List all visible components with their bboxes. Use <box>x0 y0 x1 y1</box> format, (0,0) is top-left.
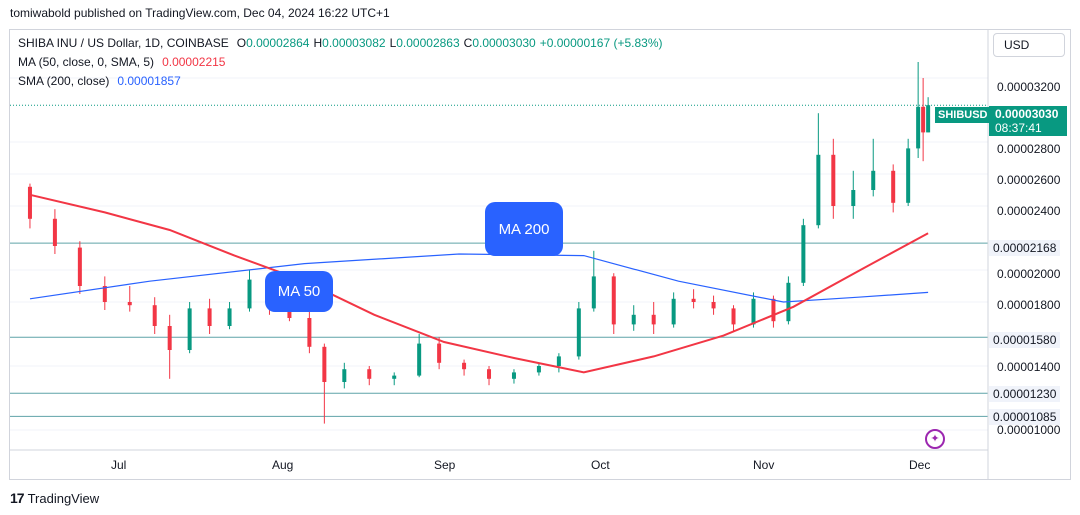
publisher-line: tomiwabold published on TradingView.com,… <box>10 6 390 20</box>
ma50-legend-label: MA (50, close, 0, SMA, 5) <box>18 55 155 69</box>
candle-body <box>127 302 132 306</box>
price-tick: 0.00002400 <box>997 204 1061 218</box>
candle-body <box>77 247 82 286</box>
legend-symbol: SHIBA INU / US Dollar, 1D, COINBASE <box>18 36 229 50</box>
symbol-badge: SHIBUSD <box>935 107 991 123</box>
price-tick: 0.00003200 <box>997 80 1061 94</box>
candle-body <box>801 225 806 283</box>
time-tick: Jul <box>111 458 127 472</box>
candle-body <box>556 356 561 366</box>
candle-body <box>511 372 516 379</box>
candle-body <box>831 154 836 206</box>
open-value: 0.00002864 <box>246 36 310 50</box>
candle-body <box>871 170 876 190</box>
chart-frame <box>9 29 1071 480</box>
candle-body <box>227 308 232 326</box>
candle-body <box>487 369 492 379</box>
candles <box>27 62 931 424</box>
ma50-line <box>29 193 929 374</box>
candle-body <box>462 362 467 370</box>
candle-body <box>906 148 911 203</box>
candle-body <box>816 154 821 226</box>
low-value: 0.00002863 <box>396 36 460 50</box>
candle-body <box>651 314 656 325</box>
time-tick: Sep <box>434 458 456 472</box>
candle-body <box>671 298 676 325</box>
ma50-callout: MA 50 <box>265 271 333 312</box>
candle-body <box>591 276 596 309</box>
candle-body <box>711 302 716 309</box>
time-tick: Nov <box>753 458 775 472</box>
candle-body <box>52 218 57 246</box>
change-value: +0.00000167 (+5.83%) <box>539 36 663 50</box>
candle-body <box>102 286 107 302</box>
candle-body <box>322 346 327 382</box>
candle-countdown: 08:37:41 <box>995 121 1042 135</box>
tradingview-logo[interactable]: 17 TradingView <box>10 490 99 506</box>
candle-body <box>611 276 616 325</box>
candle-body <box>731 308 736 325</box>
time-tick: Dec <box>909 458 931 472</box>
candle-body <box>27 186 32 219</box>
horizontal-levels <box>10 242 988 417</box>
time-tick: Aug <box>272 458 294 472</box>
level-badge: 0.00002168 <box>989 240 1061 256</box>
current-price: 0.00003030 <box>995 107 1059 121</box>
tradingview-wordmark: TradingView <box>27 490 100 506</box>
level-badge: 0.00001085 <box>989 409 1061 425</box>
candle-body <box>367 369 372 379</box>
candle-body <box>891 170 896 203</box>
current-price-badge: 0.00003030 08:37:41 <box>989 106 1067 136</box>
sparkle-icon[interactable]: ✦ <box>925 429 945 449</box>
high-value: 0.00003082 <box>322 36 386 50</box>
candle-body <box>247 279 252 309</box>
ma200-callout: MA 200 <box>485 202 563 256</box>
candle-body <box>536 366 541 373</box>
candle-body <box>916 106 921 149</box>
candle-body <box>921 106 926 133</box>
ma50-legend-value: 0.00002215 <box>162 55 226 69</box>
candle-body <box>392 375 397 379</box>
sma200-line <box>29 253 929 303</box>
candle-body <box>851 190 856 206</box>
candle-body <box>691 298 696 302</box>
level-badge: 0.00001580 <box>989 332 1061 348</box>
candle-body <box>167 326 172 350</box>
candle-body <box>417 343 422 376</box>
candle-body <box>187 308 192 350</box>
price-tick: 0.00001800 <box>997 298 1061 312</box>
candle-body <box>342 369 347 382</box>
candle-body <box>926 105 931 133</box>
candle-body <box>631 314 636 325</box>
candle-body <box>771 298 776 322</box>
candle-body <box>207 308 212 326</box>
candle-body <box>152 305 157 326</box>
time-tick: Oct <box>591 458 610 472</box>
candle-body <box>751 298 756 325</box>
level-badge: 0.00001230 <box>989 386 1061 402</box>
price-tick: 0.00002000 <box>997 267 1061 281</box>
candle-body <box>307 318 312 347</box>
candle-body <box>437 343 442 363</box>
high-label: H <box>313 36 323 50</box>
tradingview-mark-icon: 17 <box>10 490 25 506</box>
open-label: O <box>236 36 247 50</box>
chart-grid <box>10 77 988 431</box>
low-label: L <box>389 36 397 50</box>
sma200-legend-value: 0.00001857 <box>117 74 181 88</box>
price-tick: 0.00002800 <box>997 142 1061 156</box>
close-label: C <box>463 36 473 50</box>
price-chart[interactable] <box>10 30 1070 480</box>
close-value: 0.00003030 <box>472 36 536 50</box>
candle-body <box>576 308 581 357</box>
price-tick: 0.00001400 <box>997 360 1061 374</box>
currency-button[interactable]: USD <box>993 33 1065 57</box>
price-tick: 0.00002600 <box>997 173 1061 187</box>
chart-legend: SHIBA INU / US Dollar, 1D, COINBASE O0.0… <box>18 34 663 91</box>
price-tick: 0.00001000 <box>997 423 1061 437</box>
sma200-legend-label: SMA (200, close) <box>18 74 110 88</box>
